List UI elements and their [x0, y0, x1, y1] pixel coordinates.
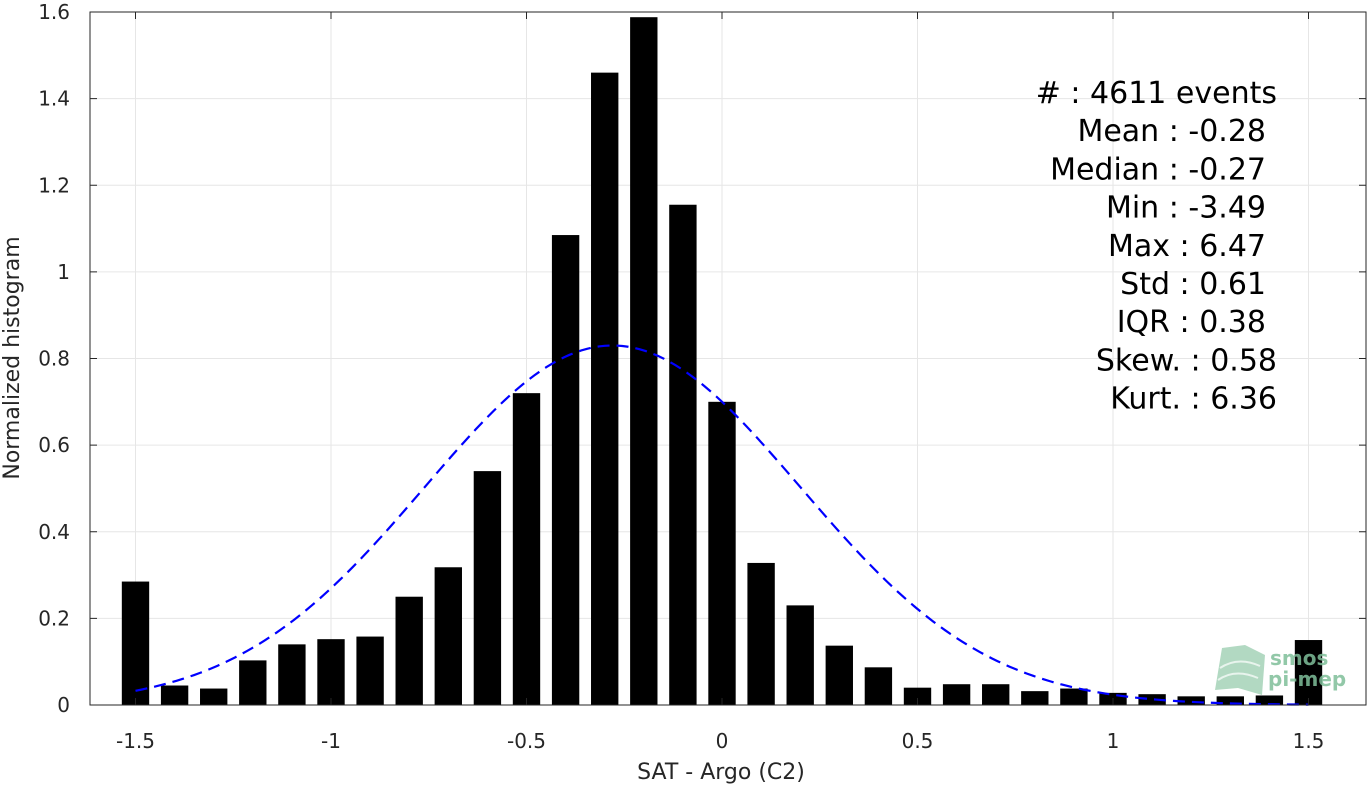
y-tick-label: 0.2	[38, 606, 70, 630]
x-tick-label: -1	[321, 729, 341, 753]
histogram-bar	[903, 687, 932, 705]
x-tick-label: 0	[716, 729, 729, 753]
histogram-bar	[591, 72, 619, 705]
x-tick-label: -0.5	[507, 729, 546, 753]
histogram-bar	[121, 581, 150, 705]
stat-line: Mean : -0.28	[1077, 114, 1266, 149]
y-tick-label: 0.4	[38, 520, 70, 544]
histogram-bar	[1021, 691, 1049, 705]
histogram-bar	[512, 393, 541, 705]
histogram-bar	[982, 684, 1010, 705]
histogram-bar	[786, 605, 814, 705]
smos-pi-mep-logo: smos pi-mep	[1215, 645, 1346, 695]
histogram-bar	[356, 636, 384, 705]
histogram-bar	[747, 562, 775, 705]
histogram-bar	[1060, 688, 1088, 705]
stat-line: Std : 0.61	[1120, 267, 1266, 302]
histogram-bar	[239, 660, 267, 705]
stat-line: Skew. : 0.58	[1096, 343, 1277, 378]
x-tick-label: 1.5	[1293, 729, 1325, 753]
histogram-bar	[1216, 696, 1244, 705]
histogram-bar	[200, 688, 228, 705]
x-tick-label: 1	[1107, 729, 1120, 753]
y-tick-label: 0.8	[38, 347, 70, 371]
histogram-bar	[1255, 695, 1284, 705]
histogram-bar	[1294, 640, 1323, 705]
histogram-bar	[1177, 696, 1205, 705]
histogram-bar	[864, 667, 893, 705]
histogram-bar	[1138, 694, 1166, 705]
histogram-bar	[317, 639, 345, 705]
y-tick-label: 1.6	[38, 0, 70, 24]
histogram-bar	[551, 235, 580, 705]
stat-line: Min : -3.49	[1106, 191, 1266, 226]
x-axis-title: SAT - Argo (C2)	[637, 760, 805, 785]
stat-line: # : 4611 events	[1036, 76, 1277, 111]
y-axis-title: Normalized histogram	[0, 236, 25, 479]
y-tick-label: 1.2	[38, 173, 70, 197]
y-tick-label: 1.4	[38, 87, 70, 111]
x-tick-labels: -1.5 -1 -0.5 0 0.5 1 1.5	[116, 729, 1324, 753]
logo-wave-icon	[1215, 645, 1265, 695]
bars	[121, 17, 1323, 705]
gaussian-fit-curve	[135, 344, 1309, 706]
x-tick-label: 0.5	[902, 729, 934, 753]
histogram-bar	[942, 684, 971, 705]
x-tick-label: -1.5	[116, 729, 155, 753]
logo-line1: smos	[1270, 646, 1328, 670]
histogram-bar	[630, 17, 658, 705]
logo-wave-icon-inner	[1217, 660, 1261, 681]
y-tick-labels: 0 0.2 0.4 0.6 0.8 1 1.2 1.4 1.6	[38, 0, 70, 717]
histogram-bar	[825, 645, 853, 705]
stat-line: Median : -0.27	[1050, 152, 1266, 187]
y-tick-label: 0.6	[38, 433, 70, 457]
y-tick-label: 0	[57, 693, 70, 717]
histogram-bar	[669, 204, 697, 705]
histogram-bar	[160, 685, 189, 705]
histogram-bar	[395, 596, 423, 705]
logo-line2: pi-mep	[1268, 667, 1346, 691]
stat-line: IQR : 0.38	[1117, 305, 1266, 340]
histogram-bar	[434, 567, 462, 705]
histogram-bar	[473, 471, 502, 705]
stat-line: Kurt. : 6.36	[1110, 382, 1277, 417]
y-tick-label: 1	[57, 260, 70, 284]
stat-line: Max : 6.47	[1108, 229, 1266, 264]
histogram-bar	[708, 401, 736, 705]
axis-ticks	[90, 11, 1366, 706]
histogram-bar	[278, 644, 306, 705]
